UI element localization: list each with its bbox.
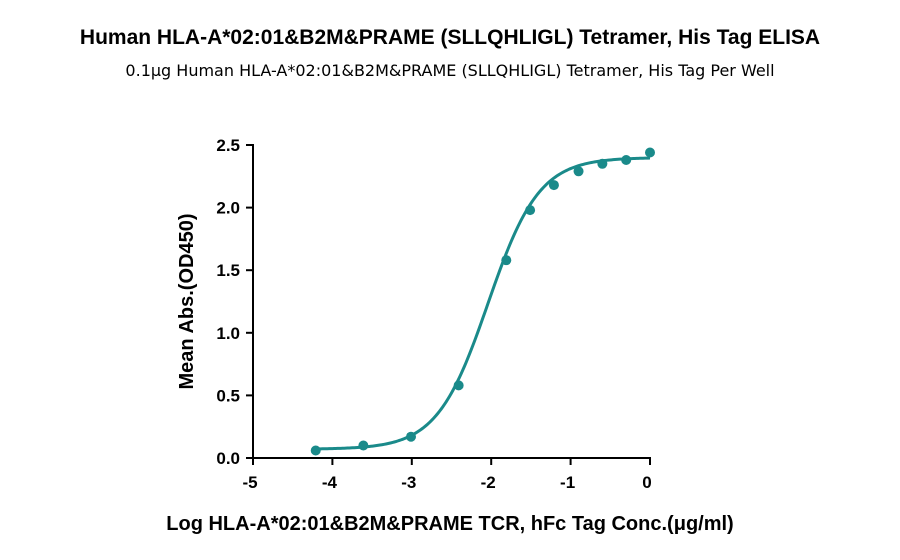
chart-title: Human HLA-A*02:01&B2M&PRAME (SLLQHLIGL) … xyxy=(79,26,821,49)
axes xyxy=(252,144,651,459)
data-point xyxy=(548,180,559,191)
fit-curve-layer xyxy=(315,156,651,451)
x-tick-label: -3 xyxy=(401,473,416,492)
x-tick-label: -2 xyxy=(481,473,496,492)
y-axis-title: Mean Abs.(OD450) xyxy=(176,214,198,390)
ticks: -5 -4 -3 -2 -1 0 0.0 0.5 1.0 1.5 2.0 2.5 xyxy=(216,136,651,492)
data-point xyxy=(358,440,369,451)
data-point xyxy=(525,205,536,216)
y-tick-label: 0.5 xyxy=(216,386,240,405)
fit-curve xyxy=(315,156,651,451)
y-tick-label: 2.5 xyxy=(216,136,240,155)
data-point xyxy=(310,445,321,456)
x-tick-label: -1 xyxy=(560,473,575,492)
chart-subtitle: 0.1μg Human HLA-A*02:01&B2M&PRAME (SLLQH… xyxy=(125,61,775,80)
data-point xyxy=(453,380,464,391)
data-point xyxy=(597,158,608,169)
data-points xyxy=(310,147,655,456)
data-point xyxy=(645,147,655,158)
x-tick-label: -5 xyxy=(242,473,257,492)
x-tick-label: -4 xyxy=(322,473,338,492)
x-tick-label: 0 xyxy=(642,473,651,492)
data-point xyxy=(501,255,512,266)
x-axis-title: Log HLA-A*02:01&B2M&PRAME TCR, hFc Tag C… xyxy=(166,513,733,535)
y-tick-label: 1.5 xyxy=(216,261,240,280)
y-tick-label: 1.0 xyxy=(216,324,240,343)
data-point xyxy=(621,155,632,166)
data-point xyxy=(573,166,584,177)
y-tick-label: 0.0 xyxy=(216,449,240,468)
y-tick-label: 2.0 xyxy=(216,199,240,218)
data-point xyxy=(406,431,417,442)
